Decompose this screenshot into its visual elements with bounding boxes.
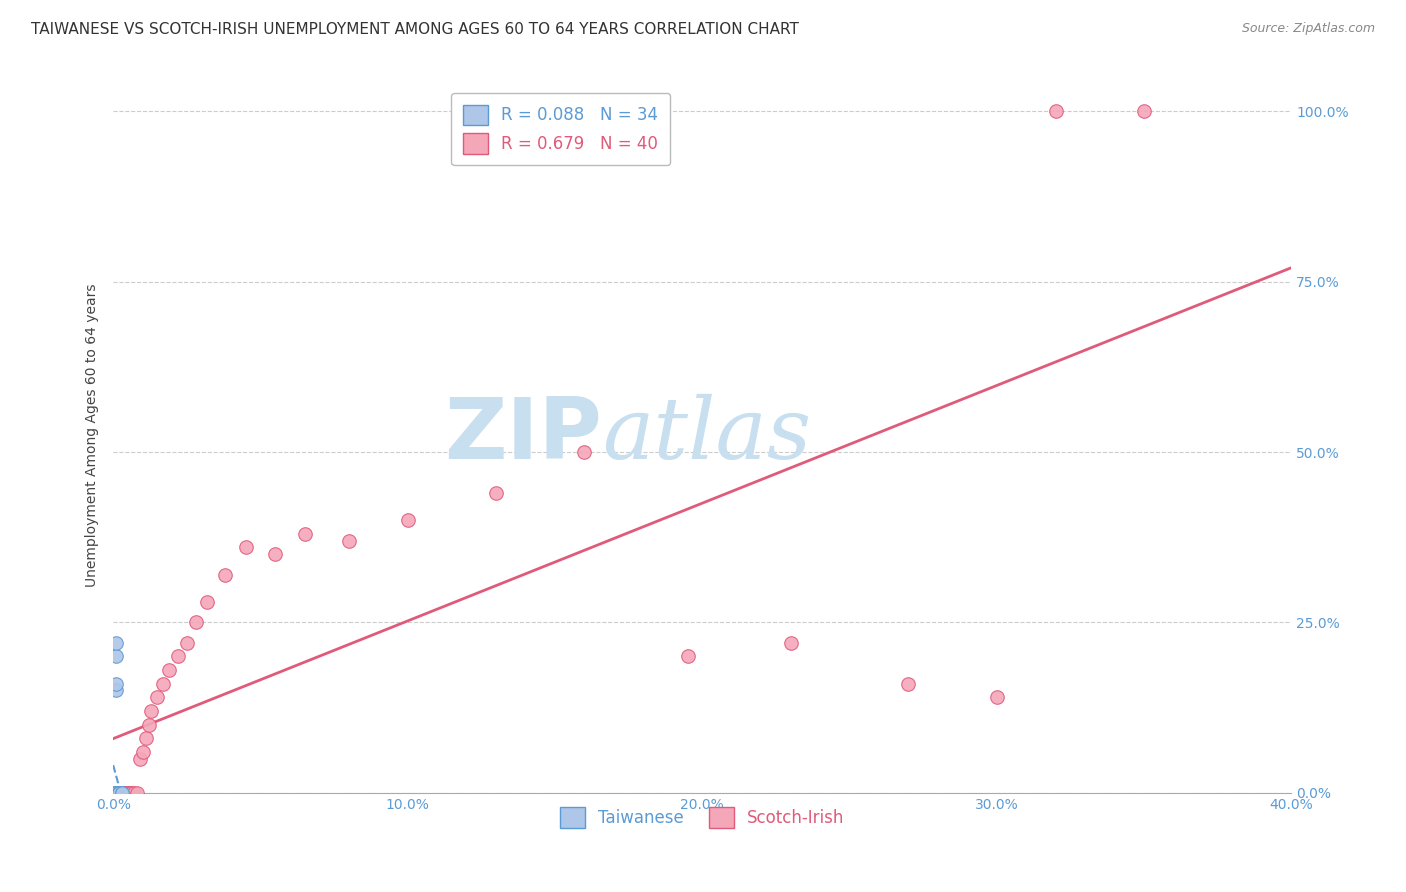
Point: [105, 786, 128, 800]
Point: [152, 676, 174, 690]
Point: [122, 786, 145, 800]
Text: ZIP: ZIP: [444, 393, 602, 476]
Point: [105, 786, 128, 800]
Point: [105, 786, 128, 800]
Point: [105, 786, 128, 800]
Point: [1045, 104, 1067, 119]
Point: [105, 676, 128, 690]
Point: [105, 786, 128, 800]
Point: [105, 786, 128, 800]
Point: [779, 636, 801, 650]
Point: [108, 786, 131, 800]
Legend: Taiwanese, Scotch-Irish: Taiwanese, Scotch-Irish: [553, 801, 851, 834]
Point: [105, 786, 128, 800]
Text: atlas: atlas: [602, 393, 811, 476]
Point: [105, 786, 128, 800]
Point: [117, 786, 139, 800]
Point: [105, 786, 128, 800]
Point: [105, 636, 128, 650]
Point: [105, 786, 128, 800]
Point: [105, 786, 128, 800]
Point: [574, 445, 596, 459]
Point: [105, 786, 128, 800]
Point: [676, 649, 699, 664]
Point: [157, 663, 180, 677]
Point: [105, 786, 128, 800]
Point: [105, 649, 128, 664]
Point: [105, 786, 128, 800]
Point: [105, 786, 128, 800]
Point: [120, 786, 142, 800]
Point: [184, 615, 207, 630]
Point: [294, 526, 316, 541]
Point: [897, 676, 920, 690]
Point: [235, 541, 257, 555]
Point: [135, 731, 157, 746]
Point: [986, 690, 1008, 705]
Point: [111, 786, 134, 800]
Point: [396, 513, 419, 527]
Point: [105, 786, 128, 800]
Point: [108, 786, 131, 800]
Point: [167, 649, 190, 664]
Point: [105, 786, 128, 800]
Point: [111, 786, 134, 800]
Point: [197, 595, 219, 609]
Point: [131, 745, 153, 759]
Point: [114, 786, 136, 800]
Point: [125, 786, 148, 800]
Point: [176, 636, 198, 650]
Point: [117, 786, 139, 800]
Point: [111, 786, 134, 800]
Point: [264, 547, 287, 561]
Point: [108, 786, 131, 800]
Point: [105, 786, 128, 800]
Text: TAIWANESE VS SCOTCH-IRISH UNEMPLOYMENT AMONG AGES 60 TO 64 YEARS CORRELATION CHA: TAIWANESE VS SCOTCH-IRISH UNEMPLOYMENT A…: [31, 22, 799, 37]
Text: Source: ZipAtlas.com: Source: ZipAtlas.com: [1241, 22, 1375, 36]
Point: [337, 533, 360, 548]
Point: [141, 704, 163, 718]
Point: [138, 717, 160, 731]
Point: [105, 786, 128, 800]
Point: [105, 786, 128, 800]
Point: [105, 786, 128, 800]
Point: [105, 786, 128, 800]
Point: [146, 690, 169, 705]
Point: [105, 683, 128, 698]
Point: [114, 786, 136, 800]
Point: [111, 786, 134, 800]
Point: [105, 786, 128, 800]
Point: [105, 786, 128, 800]
Y-axis label: Unemployment Among Ages 60 to 64 years: Unemployment Among Ages 60 to 64 years: [86, 284, 100, 587]
Point: [105, 786, 128, 800]
Point: [1133, 104, 1156, 119]
Point: [108, 786, 131, 800]
Point: [485, 486, 508, 500]
Point: [120, 786, 142, 800]
Point: [105, 786, 128, 800]
Point: [108, 786, 131, 800]
Point: [105, 786, 128, 800]
Point: [214, 567, 236, 582]
Point: [128, 751, 150, 765]
